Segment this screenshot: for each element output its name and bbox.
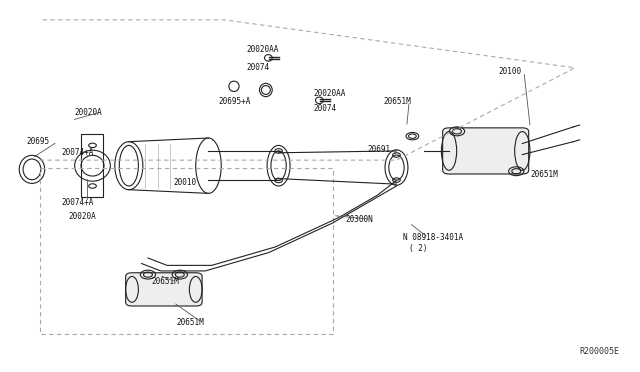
Text: 20020AA: 20020AA xyxy=(246,45,279,54)
Text: 20651M: 20651M xyxy=(177,318,204,327)
Text: 20074: 20074 xyxy=(246,63,270,72)
Text: 20300N: 20300N xyxy=(346,215,373,224)
Text: 20074: 20074 xyxy=(314,104,337,113)
Text: 20691: 20691 xyxy=(368,145,391,154)
Text: 20695: 20695 xyxy=(27,137,50,146)
Text: 20010: 20010 xyxy=(173,178,196,187)
Text: 20020AA: 20020AA xyxy=(314,89,346,98)
Text: 20651M: 20651M xyxy=(531,170,558,179)
Text: ( 2): ( 2) xyxy=(409,244,428,253)
Text: 20020A: 20020A xyxy=(75,108,102,117)
Text: 20100: 20100 xyxy=(499,67,522,76)
Text: N 08918-3401A: N 08918-3401A xyxy=(403,233,463,242)
Text: 20651M: 20651M xyxy=(151,278,179,286)
Text: 20074+A: 20074+A xyxy=(62,148,94,157)
Text: 20074+A: 20074+A xyxy=(62,198,94,207)
FancyBboxPatch shape xyxy=(443,128,529,174)
Text: R200005E: R200005E xyxy=(579,347,620,356)
Text: 20695+A: 20695+A xyxy=(218,97,250,106)
FancyBboxPatch shape xyxy=(125,273,202,306)
Text: 20651M: 20651M xyxy=(384,97,412,106)
Text: 20020A: 20020A xyxy=(68,212,96,221)
